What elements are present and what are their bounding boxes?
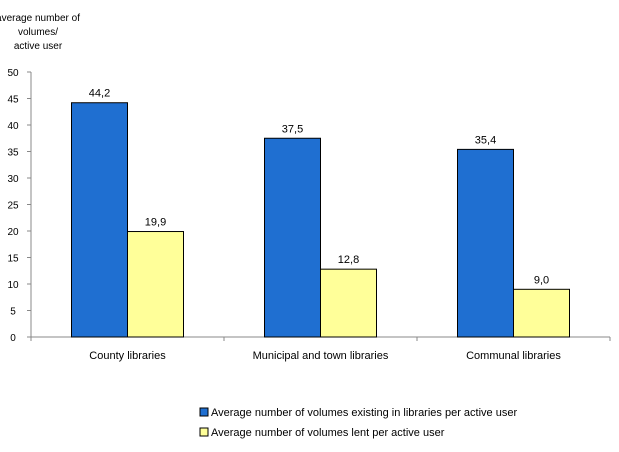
legend-swatch-1 xyxy=(199,407,209,417)
data-label: 35,4 xyxy=(475,134,496,146)
category-labels: County libraries Municipal and town libra… xyxy=(89,350,561,362)
legend-swatch-2 xyxy=(199,427,209,437)
y-axis-title-line-2: volumes/ xyxy=(18,27,58,38)
bar-series-2-1 xyxy=(320,268,377,338)
bar-series-1-1 xyxy=(264,137,321,338)
legend-label-2: Average number of volumes lent per activ… xyxy=(211,427,445,439)
y-ticks: 0 5 10 15 20 25 30 35 40 45 50 xyxy=(7,68,31,344)
y-tick-label: 50 xyxy=(7,68,19,79)
x-ticks xyxy=(30,337,611,341)
y-tick-label: 15 xyxy=(7,254,19,265)
y-tick-label: 20 xyxy=(7,227,19,238)
y-tick-label: 10 xyxy=(7,280,19,291)
bar-series-1-2 xyxy=(457,148,514,338)
y-axis-title-line-3: active user xyxy=(14,41,63,52)
legend-label-1: Average number of volumes existing in li… xyxy=(211,407,517,419)
category-label: County libraries xyxy=(89,350,166,362)
bar-series-2-2 xyxy=(513,288,570,338)
y-tick-label: 0 xyxy=(10,333,16,344)
y-axis-title-line-1: average number of xyxy=(0,13,80,24)
data-label: 37,5 xyxy=(282,123,303,135)
bar-series-1-0 xyxy=(71,102,128,338)
y-tick-label: 45 xyxy=(7,95,19,106)
category-label: Communal libraries xyxy=(466,350,561,362)
y-tick-label: 40 xyxy=(7,121,19,132)
data-label: 44,2 xyxy=(89,88,110,100)
y-tick-label: 35 xyxy=(7,148,19,159)
data-labels: 44,2 19,9 37,5 12,8 35,4 9,0 xyxy=(89,88,549,287)
bars xyxy=(71,102,570,338)
y-tick-label: 5 xyxy=(10,307,16,318)
y-tick-label: 30 xyxy=(7,174,19,185)
data-label: 19,9 xyxy=(145,217,166,229)
y-tick-label: 25 xyxy=(7,201,19,212)
category-label: Municipal and town libraries xyxy=(253,350,389,362)
data-label: 9,0 xyxy=(534,274,549,286)
data-label: 12,8 xyxy=(338,254,359,266)
bar-series-2-0 xyxy=(127,231,184,338)
y-axis-title: average number of volumes/ active user xyxy=(0,13,80,52)
legend: Average number of volumes existing in li… xyxy=(199,407,517,439)
